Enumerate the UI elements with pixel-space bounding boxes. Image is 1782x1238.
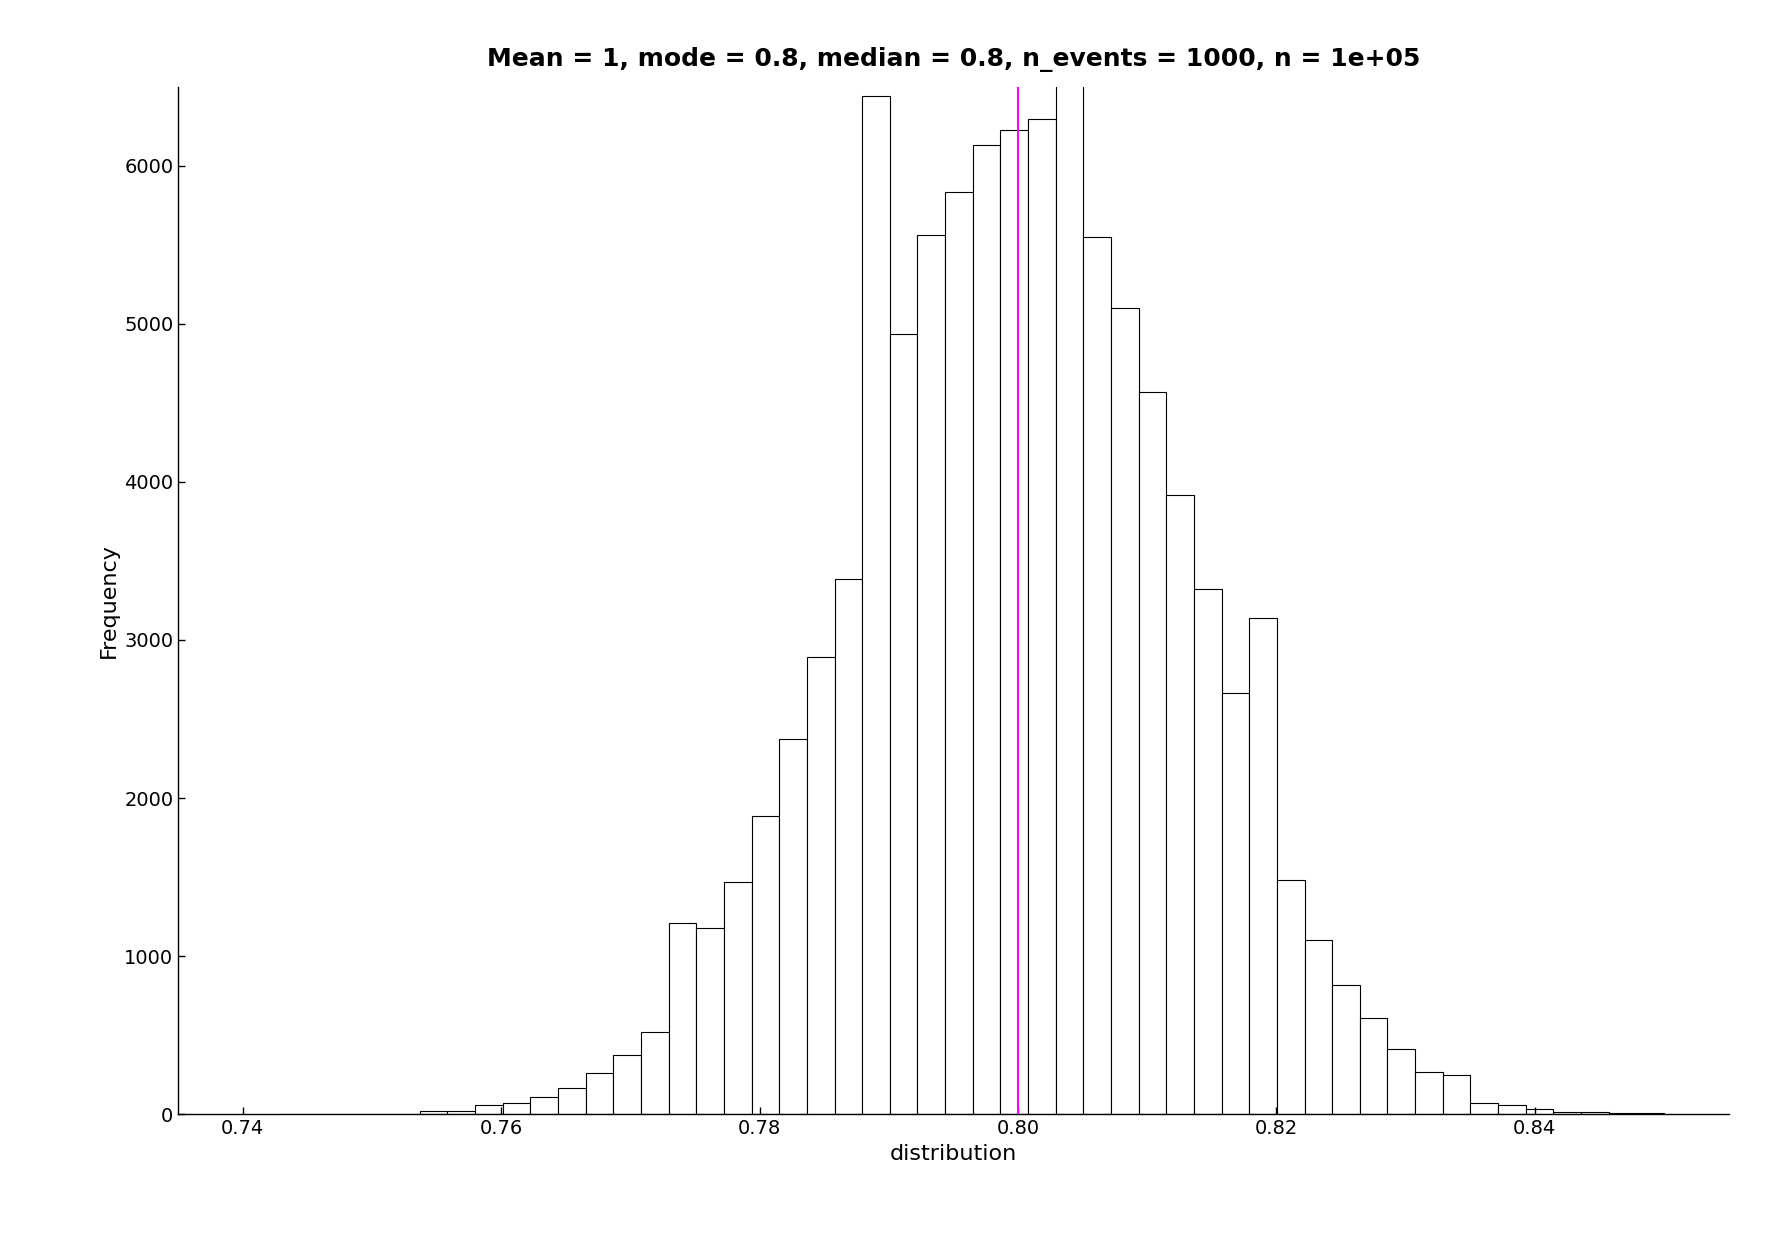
Bar [1360, 1018, 1388, 1114]
Bar [752, 816, 779, 1114]
Bar [1388, 1049, 1415, 1114]
Bar [1194, 589, 1222, 1114]
X-axis label: distribution: distribution [889, 1144, 1018, 1164]
Bar [1139, 392, 1165, 1114]
Bar [1249, 618, 1278, 1114]
Bar [421, 1112, 447, 1114]
Bar [531, 1097, 558, 1114]
Bar [1581, 1112, 1609, 1114]
Bar [697, 928, 723, 1114]
Bar [613, 1055, 642, 1114]
Bar [918, 235, 944, 1114]
Bar [1055, 0, 1083, 1114]
Bar [889, 334, 918, 1114]
Bar [1278, 880, 1304, 1114]
Bar [1443, 1076, 1470, 1114]
Bar [1415, 1072, 1443, 1114]
Bar [1304, 940, 1333, 1114]
Bar [1110, 308, 1139, 1114]
Bar [668, 924, 697, 1114]
Bar [807, 657, 834, 1114]
Bar [1165, 495, 1194, 1114]
Title: Mean = 1, mode = 0.8, median = 0.8, n_events = 1000, n = 1e+05: Mean = 1, mode = 0.8, median = 0.8, n_ev… [486, 47, 1420, 72]
Bar [503, 1103, 531, 1114]
Bar [586, 1073, 613, 1114]
Bar [1000, 130, 1028, 1114]
Bar [1333, 984, 1360, 1114]
Bar [779, 739, 807, 1114]
Y-axis label: Frequency: Frequency [98, 543, 119, 657]
Bar [862, 95, 889, 1114]
Bar [723, 881, 752, 1114]
Bar [1470, 1103, 1499, 1114]
Bar [944, 192, 973, 1114]
Bar [447, 1110, 476, 1114]
Bar [1028, 119, 1055, 1114]
Bar [1554, 1112, 1581, 1114]
Bar [1525, 1109, 1554, 1114]
Bar [1222, 693, 1249, 1114]
Bar [1499, 1104, 1525, 1114]
Bar [476, 1106, 503, 1114]
Bar [973, 145, 1000, 1114]
Bar [1083, 236, 1110, 1114]
Bar [642, 1032, 668, 1114]
Bar [834, 579, 862, 1114]
Bar [558, 1088, 586, 1114]
